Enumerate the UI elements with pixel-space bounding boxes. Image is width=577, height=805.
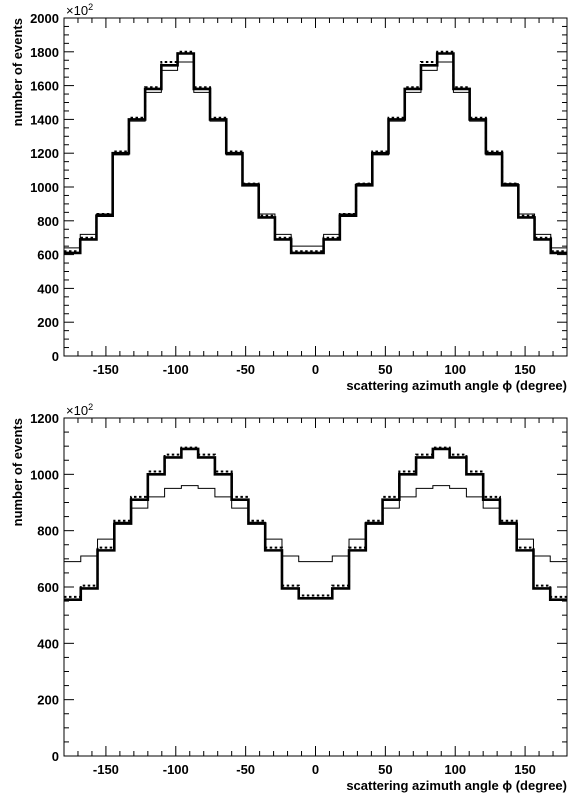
x-tick-label: -50 bbox=[236, 762, 255, 777]
y-tick-label: 0 bbox=[52, 349, 59, 364]
y-axis-title: number of events bbox=[10, 418, 25, 526]
histogram-series-thick bbox=[64, 447, 567, 601]
plot-frame bbox=[63, 417, 568, 757]
y-tick-label: 600 bbox=[37, 580, 59, 595]
x-tick-label: 50 bbox=[378, 762, 392, 777]
x-tick-label: 0 bbox=[312, 362, 319, 377]
top-chart-panel: -150 -100 -50 0 50 100 150 0 200 400 600 800 1000 120… bbox=[10, 2, 568, 393]
x-tick-label: 50 bbox=[378, 362, 392, 377]
plot-frame bbox=[63, 17, 568, 357]
y-tick-label: 1800 bbox=[30, 45, 59, 60]
x-tick-label: -50 bbox=[236, 362, 255, 377]
y-multiplier-exponent: 2 bbox=[88, 402, 93, 412]
x-tick-label: -100 bbox=[163, 362, 189, 377]
y-multiplier-base: ×10 bbox=[66, 403, 88, 418]
y-tick-label: 800 bbox=[37, 214, 59, 229]
x-tick-label: -100 bbox=[163, 762, 189, 777]
y-tick-label: 2000 bbox=[30, 11, 59, 26]
y-tick-label: 600 bbox=[37, 248, 59, 263]
x-tick-label: 100 bbox=[444, 362, 466, 377]
y-tick-label: 1000 bbox=[30, 467, 59, 482]
histogram-series-thin bbox=[64, 61, 567, 249]
x-axis-title: scattering azimuth angle ϕ (degree) bbox=[346, 378, 567, 393]
y-multiplier-base: ×10 bbox=[66, 3, 88, 18]
y-tick-label: 1200 bbox=[30, 146, 59, 161]
x-tick-label: 150 bbox=[514, 362, 536, 377]
y-tick-label: 1600 bbox=[30, 79, 59, 94]
bottom-chart-panel: -150 -100 -50 0 50 100 150 0 200 400 600 800 1000 120… bbox=[10, 402, 568, 793]
y-multiplier-label: ×102 bbox=[66, 402, 93, 418]
x-tick-label: -150 bbox=[93, 362, 119, 377]
x-tick-label: 100 bbox=[444, 762, 466, 777]
histogram-series-dotted bbox=[64, 50, 567, 253]
y-multiplier-label: ×102 bbox=[66, 2, 93, 18]
y-axis-title: number of events bbox=[10, 18, 25, 126]
x-tick-label: -150 bbox=[93, 762, 119, 777]
y-tick-label: 800 bbox=[37, 524, 59, 539]
x-tick-label: 0 bbox=[312, 762, 319, 777]
histogram-series-thick bbox=[64, 52, 567, 255]
y-tick-label: 1000 bbox=[30, 180, 59, 195]
histogram-series-dotted bbox=[64, 446, 567, 598]
x-axis-title: scattering azimuth angle ϕ (degree) bbox=[346, 778, 567, 793]
y-tick-label: 1400 bbox=[30, 112, 59, 127]
y-tick-label: 400 bbox=[37, 281, 59, 296]
y-multiplier-exponent: 2 bbox=[88, 2, 93, 12]
y-tick-label: 400 bbox=[37, 636, 59, 651]
y-tick-label: 200 bbox=[37, 315, 59, 330]
y-tick-label: 200 bbox=[37, 693, 59, 708]
y-tick-label: 1200 bbox=[30, 411, 59, 426]
x-tick-label: 150 bbox=[514, 762, 536, 777]
y-tick-label: 0 bbox=[52, 749, 59, 764]
